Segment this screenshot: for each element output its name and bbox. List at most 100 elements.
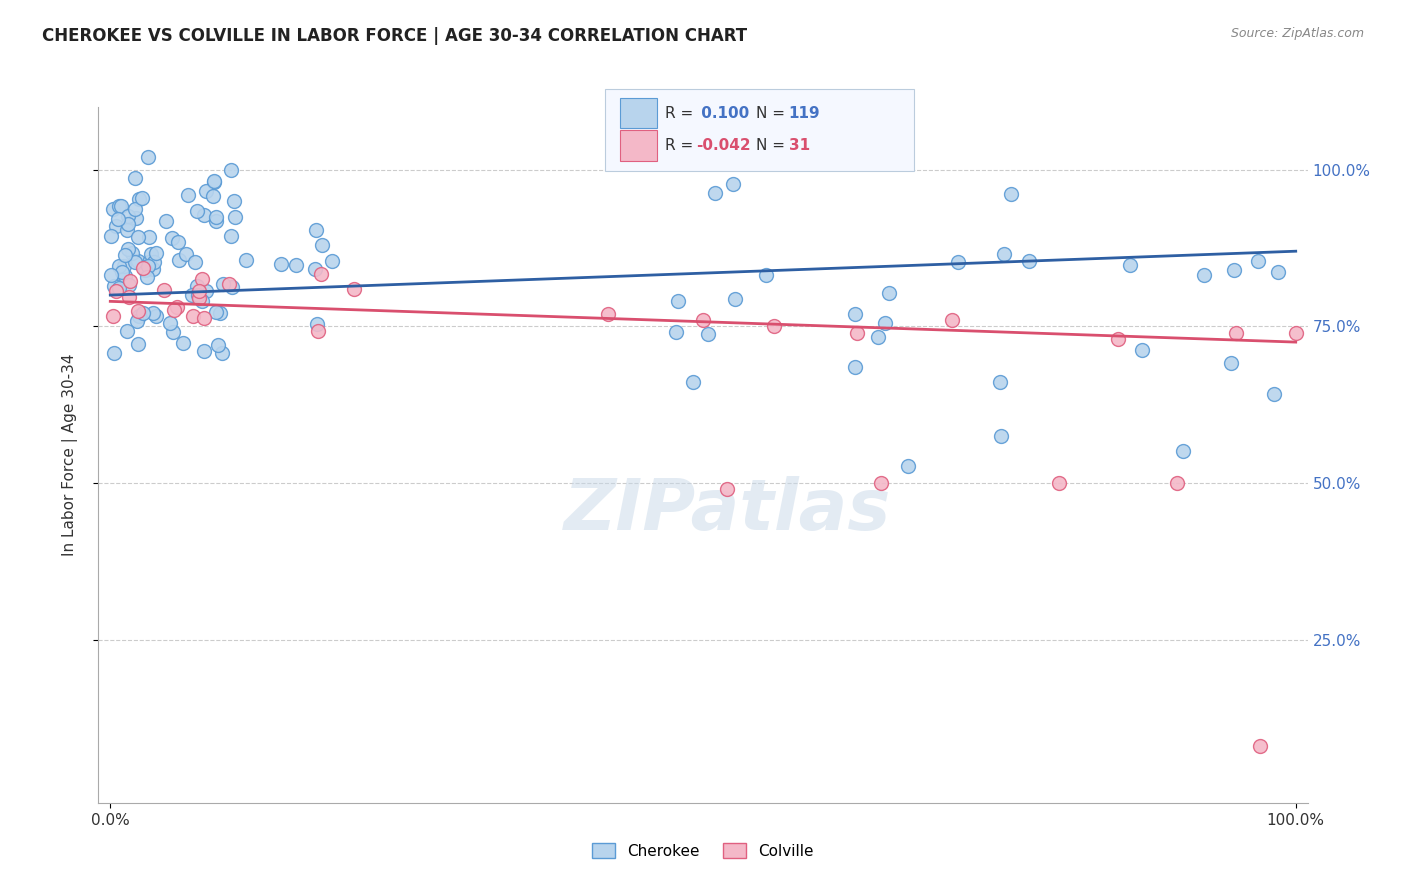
Point — [193, 310, 215, 325]
Point — [202, 174, 225, 188]
Point — [235, 253, 257, 268]
Point — [117, 209, 139, 223]
Point — [172, 335, 194, 350]
Point — [1249, 739, 1271, 754]
Point — [1166, 476, 1188, 491]
Point — [124, 170, 146, 185]
Point — [114, 248, 136, 262]
Point — [136, 150, 159, 164]
Point — [125, 211, 148, 225]
Point — [111, 265, 134, 279]
Point — [941, 313, 963, 327]
Text: R =: R = — [665, 106, 699, 120]
Y-axis label: In Labor Force | Age 30-34: In Labor Force | Age 30-34 — [62, 353, 77, 557]
Point — [763, 319, 786, 334]
Point — [100, 268, 122, 282]
Point — [167, 252, 190, 267]
Point — [138, 255, 160, 269]
Point — [160, 230, 183, 244]
Point — [136, 259, 159, 273]
Point — [145, 309, 167, 323]
Point — [1285, 326, 1308, 340]
Point — [219, 162, 242, 177]
Point — [134, 263, 156, 277]
Point — [127, 303, 149, 318]
Point — [716, 483, 738, 497]
Point — [103, 346, 125, 360]
Point — [1118, 258, 1140, 272]
Point — [1263, 386, 1285, 401]
Point — [132, 305, 155, 319]
Point — [285, 258, 308, 272]
Point — [127, 336, 149, 351]
Point — [187, 287, 209, 301]
Point — [202, 188, 225, 202]
Point — [117, 278, 139, 293]
Point — [205, 210, 228, 224]
Text: R =: R = — [665, 138, 699, 153]
Point — [118, 290, 141, 304]
Point — [186, 203, 208, 218]
Point — [704, 186, 727, 200]
Point — [844, 359, 866, 374]
Point — [187, 291, 209, 305]
Point — [128, 309, 150, 323]
Text: 0.100: 0.100 — [696, 106, 749, 120]
Point — [132, 260, 155, 275]
Point — [135, 270, 157, 285]
Point — [187, 284, 209, 298]
Point — [139, 246, 162, 260]
Point — [155, 213, 177, 227]
Text: CHEROKEE VS COLVILLE IN LABOR FORCE | AGE 30-34 CORRELATION CHART: CHEROKEE VS COLVILLE IN LABOR FORCE | AG… — [42, 27, 748, 45]
Point — [1173, 444, 1195, 458]
Point — [222, 194, 245, 208]
Point — [194, 284, 217, 298]
Point — [166, 300, 188, 314]
Point — [682, 375, 704, 389]
Point — [873, 316, 896, 330]
Point — [755, 268, 778, 282]
Point — [598, 307, 620, 321]
Point — [946, 254, 969, 268]
Point — [209, 306, 232, 320]
Text: N =: N = — [756, 106, 790, 120]
Point — [724, 292, 747, 306]
Point — [114, 268, 136, 283]
Point — [121, 246, 143, 260]
Point — [191, 293, 214, 308]
Point — [897, 458, 920, 473]
Point — [221, 228, 243, 243]
Point — [846, 326, 869, 340]
Point — [112, 260, 135, 274]
Point — [145, 245, 167, 260]
Point — [218, 277, 240, 291]
Point — [207, 338, 229, 352]
Text: Source: ZipAtlas.com: Source: ZipAtlas.com — [1230, 27, 1364, 40]
Point — [167, 235, 190, 249]
Point — [844, 307, 866, 321]
Point — [343, 282, 366, 296]
Point — [211, 346, 233, 360]
Point — [305, 223, 328, 237]
Point — [128, 192, 150, 206]
Point — [163, 302, 186, 317]
Point — [115, 324, 138, 338]
Point — [186, 279, 208, 293]
Text: N =: N = — [756, 138, 790, 153]
Point — [212, 277, 235, 292]
Point — [190, 271, 212, 285]
Point — [177, 188, 200, 202]
Point — [117, 217, 139, 231]
Point — [103, 278, 125, 293]
Point — [120, 274, 142, 288]
Point — [1000, 187, 1022, 202]
Point — [108, 199, 131, 213]
Point — [1220, 356, 1243, 370]
Point — [204, 175, 226, 189]
Point — [990, 429, 1012, 443]
Point — [142, 255, 165, 269]
Point — [153, 283, 176, 297]
Text: ZIPatlas: ZIPatlas — [564, 476, 891, 545]
Point — [100, 229, 122, 244]
Point — [304, 262, 326, 277]
